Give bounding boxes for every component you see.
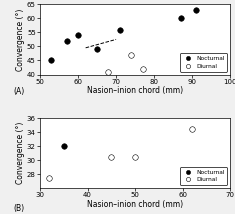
Point bbox=[118, 28, 122, 31]
Y-axis label: Convergence (°): Convergence (°) bbox=[16, 8, 25, 71]
Point bbox=[50, 59, 53, 62]
Point bbox=[194, 8, 198, 12]
Point bbox=[190, 127, 194, 130]
Point bbox=[65, 39, 68, 43]
Point bbox=[110, 155, 113, 158]
Point bbox=[47, 176, 51, 180]
Legend: Nocturnal, Diurnal: Nocturnal, Diurnal bbox=[180, 53, 227, 72]
Point bbox=[141, 67, 145, 71]
Legend: Nocturnal, Diurnal: Nocturnal, Diurnal bbox=[180, 167, 227, 185]
Point bbox=[129, 53, 133, 56]
X-axis label: Nasion–inion chord (mm): Nasion–inion chord (mm) bbox=[87, 86, 183, 95]
Text: (B): (B) bbox=[13, 204, 24, 213]
Point bbox=[76, 33, 80, 37]
X-axis label: Nasion–inion chord (mm): Nasion–inion chord (mm) bbox=[87, 200, 183, 209]
Point bbox=[95, 48, 99, 51]
Point bbox=[179, 17, 183, 20]
Y-axis label: Convergence (°): Convergence (°) bbox=[16, 122, 25, 184]
Point bbox=[62, 144, 66, 148]
Text: (A): (A) bbox=[13, 87, 24, 96]
Point bbox=[107, 70, 110, 73]
Point bbox=[133, 155, 137, 158]
